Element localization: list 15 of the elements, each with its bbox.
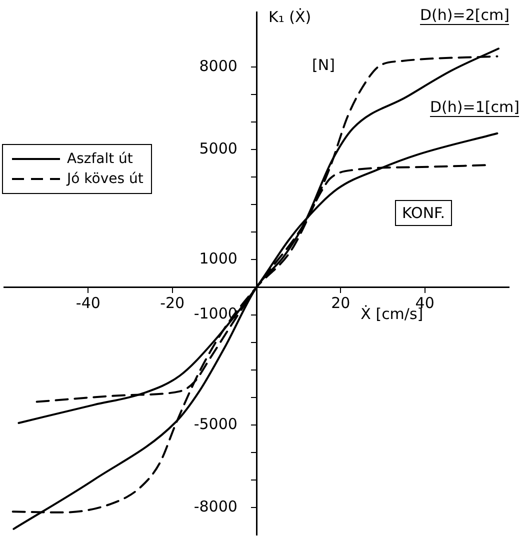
annotation: D(h)=2[cm] — [420, 6, 510, 25]
legend-label: Jó köves út — [67, 171, 144, 187]
annotation: D(h)=1[cm] — [430, 98, 520, 117]
x-tick-label: -40 — [76, 294, 100, 312]
y-tick-label: 5000 — [199, 140, 256, 158]
y-tick-label: 1000 — [199, 250, 256, 268]
legend-label: Aszfalt út — [67, 151, 133, 167]
y-axis-title: K₁ (Ẋ) — [268, 8, 312, 26]
y-tick-label: 8000 — [199, 56, 256, 75]
y-tick-label: -8000 — [194, 497, 256, 516]
annotation: KONF. — [395, 200, 452, 226]
x-tick-label: 20 — [331, 294, 350, 312]
x-tick-label: -20 — [160, 294, 185, 312]
y-tick-label: -5000 — [194, 414, 256, 433]
annotation: [N] — [312, 56, 335, 74]
